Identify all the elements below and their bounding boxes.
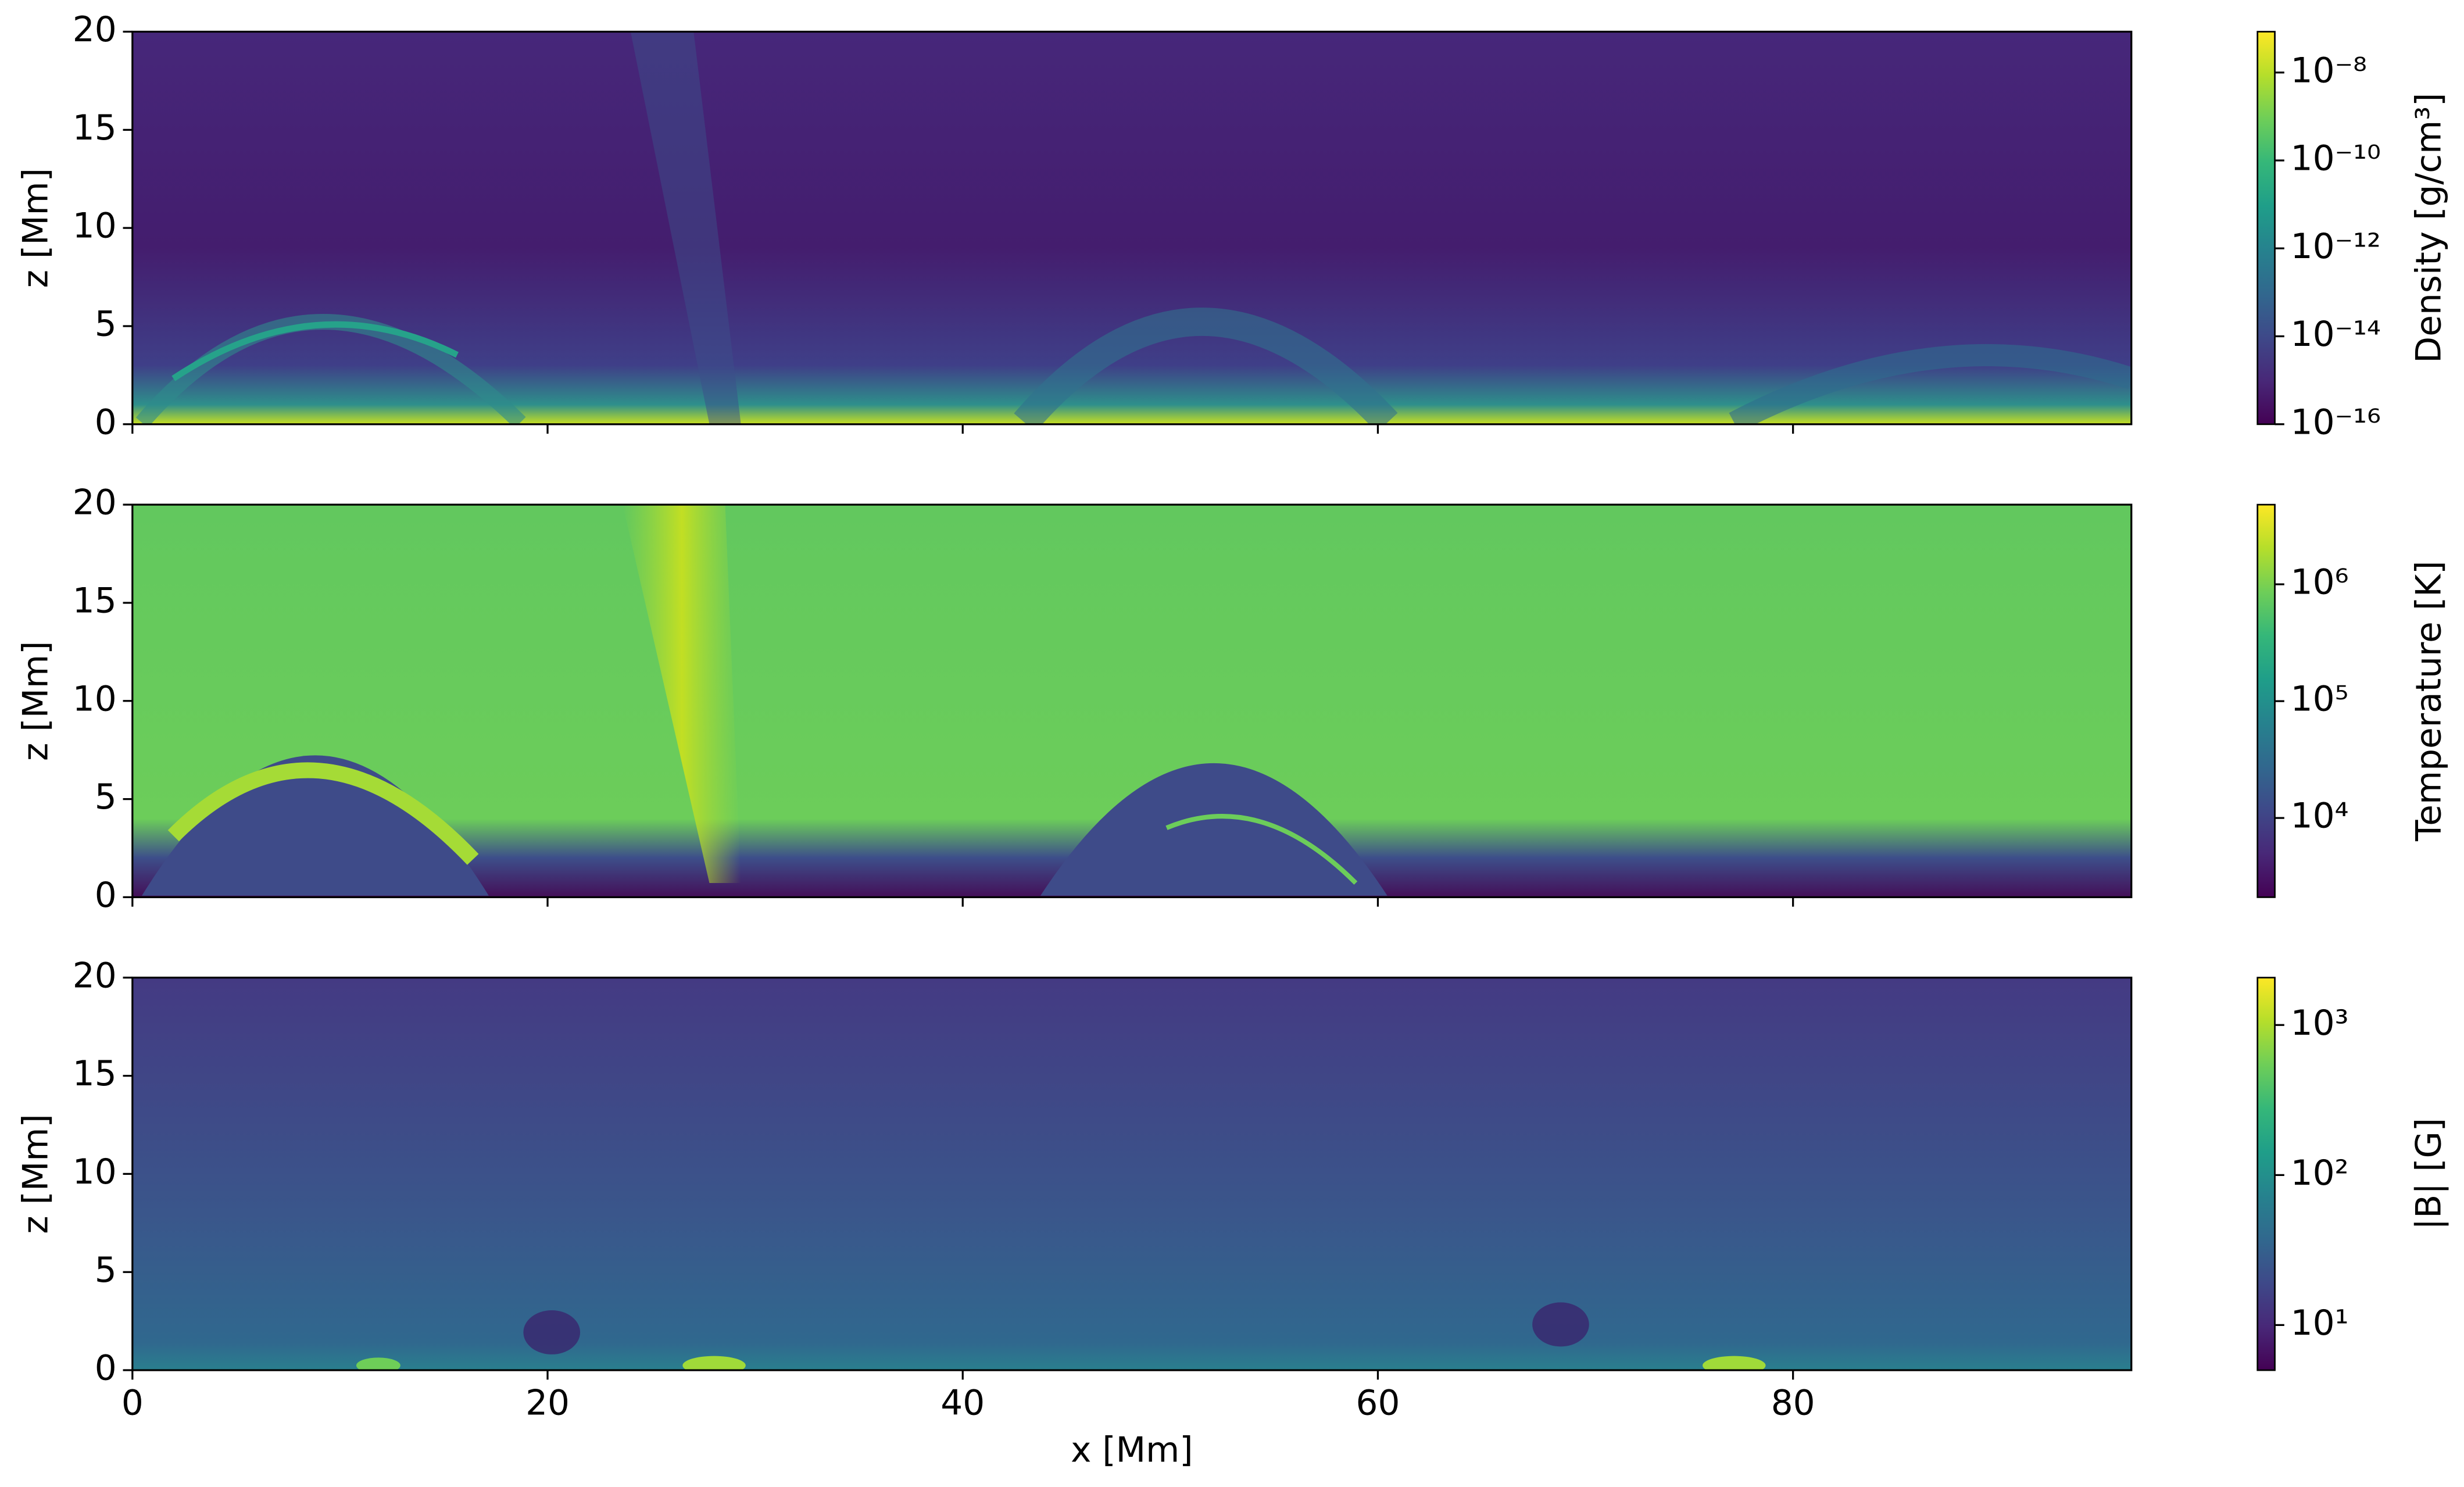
y-tick-label: 0 [95,402,117,442]
colorbar-tick-label: 10⁻¹⁴ [2291,314,2381,355]
colorbar-tick-label: 10⁻¹⁶ [2291,402,2381,442]
y-axis-label: z [Mm] [16,641,56,761]
y-tick-label: 0 [95,875,117,916]
colorbar-label: Density [g/cm³] [2409,93,2449,363]
y-tick-label: 15 [73,108,117,148]
y-axis-label: z [Mm] [16,168,56,288]
x-axis-label: x [Mm] [1071,1431,1193,1471]
heatmap-image [132,505,2132,898]
y-tick-label: 20 [73,956,117,996]
y-tick-label: 10 [73,1152,117,1192]
colorbar-tick-label: 10⁻¹² [2291,227,2381,267]
colorbar-tick-label: 10⁶ [2291,563,2349,603]
x-tick-label: 20 [525,1383,570,1423]
y-axis-label: z [Mm] [16,1114,56,1234]
x-tick-label: 80 [1771,1383,1815,1423]
y-tick-label: 10 [73,679,117,719]
colorbar-tick-label: 10² [2291,1153,2349,1193]
y-tick-label: 20 [73,483,117,523]
y-tick-label: 20 [73,10,117,50]
y-tick-label: 10 [73,206,117,246]
colorbar [2256,503,2276,898]
colorbar-tick-label: 10⁴ [2291,796,2349,837]
heatmap-image [132,31,2132,424]
y-tick-label: 5 [95,305,117,345]
y-tick-label: 15 [73,581,117,621]
x-tick-label: 40 [940,1383,985,1423]
x-tick-label: 0 [121,1383,144,1423]
colorbar-label: |B| [G] [2409,1118,2449,1230]
colorbar [2256,31,2276,426]
colorbar-tick-label: 10¹ [2291,1303,2349,1343]
colorbar [2256,977,2276,1371]
colorbar-tick-label: 10⁵ [2291,680,2349,720]
colorbar-label: Temperature [K] [2409,561,2449,842]
y-tick-label: 15 [73,1054,117,1094]
colorbar-tick-label: 10⁻⁸ [2291,51,2367,91]
heatmap-image [132,977,2132,1371]
y-tick-label: 5 [95,777,117,817]
colorbar-tick-label: 10⁻¹⁰ [2291,139,2381,179]
y-tick-label: 0 [95,1349,117,1389]
x-tick-label: 60 [1356,1383,1400,1423]
y-tick-label: 5 [95,1250,117,1291]
colorbar-tick-label: 10³ [2291,1003,2349,1043]
